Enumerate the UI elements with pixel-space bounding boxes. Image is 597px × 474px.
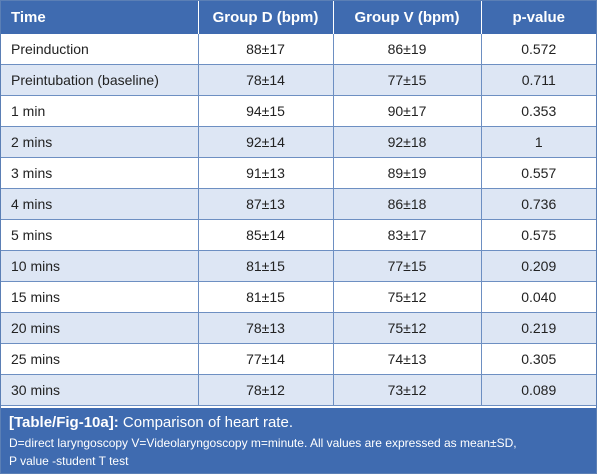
group-d-cell: 91±13 <box>198 157 334 189</box>
time-cell: 25 mins <box>1 343 199 375</box>
p-value-cell: 0.575 <box>481 219 596 251</box>
group-d-cell: 78±12 <box>198 374 334 406</box>
caption-ref: [Table/Fig-10a]: <box>9 414 119 431</box>
group-d-cell: 92±14 <box>198 126 334 158</box>
group-d-cell: 87±13 <box>198 188 334 220</box>
time-cell: 30 mins <box>1 374 199 406</box>
group-v-cell: 77±15 <box>333 64 482 96</box>
time-cell: 15 mins <box>1 281 199 313</box>
time-cell: Preinduction <box>1 34 199 65</box>
table-row: 2 mins 92±14 92±18 1 <box>1 126 596 158</box>
table-row: 25 mins 77±14 74±13 0.305 <box>1 343 596 375</box>
header-group-v: Group V (bpm) <box>333 1 482 34</box>
group-d-cell: 78±13 <box>198 312 334 344</box>
p-value-cell: 0.711 <box>481 64 596 96</box>
caption-note: D=direct laryngoscopy V=Videolaryngoscop… <box>9 434 588 470</box>
header-time: Time <box>1 1 199 34</box>
group-v-cell: 73±12 <box>333 374 482 406</box>
table-header-row: Time Group D (bpm) Group V (bpm) p-value <box>1 1 596 34</box>
table-row: 4 mins 87±13 86±18 0.736 <box>1 188 596 220</box>
p-value-cell: 0.353 <box>481 95 596 127</box>
time-cell: 10 mins <box>1 250 199 282</box>
p-value-cell: 0.572 <box>481 34 596 65</box>
group-v-cell: 92±18 <box>333 126 482 158</box>
table-row: 30 mins 78±12 73±12 0.089 <box>1 374 596 406</box>
p-value-cell: 0.219 <box>481 312 596 344</box>
group-d-cell: 81±15 <box>198 281 334 313</box>
group-d-cell: 77±14 <box>198 343 334 375</box>
p-value-cell: 0.305 <box>481 343 596 375</box>
time-cell: 5 mins <box>1 219 199 251</box>
table-row: Preintubation (baseline) 78±14 77±15 0.7… <box>1 64 596 96</box>
p-value-cell: 0.209 <box>481 250 596 282</box>
group-d-cell: 88±17 <box>198 34 334 65</box>
time-cell: 3 mins <box>1 157 199 189</box>
group-v-cell: 86±19 <box>333 34 482 65</box>
p-value-cell: 0.040 <box>481 281 596 313</box>
table-row: 10 mins 81±15 77±15 0.209 <box>1 250 596 282</box>
table-row: 3 mins 91±13 89±19 0.557 <box>1 157 596 189</box>
group-v-cell: 90±17 <box>333 95 482 127</box>
table-row: 1 min 94±15 90±17 0.353 <box>1 95 596 127</box>
group-v-cell: 75±12 <box>333 312 482 344</box>
table-row: Preinduction 88±17 86±19 0.572 <box>1 34 596 65</box>
header-p-value: p-value <box>481 1 596 34</box>
time-cell: 20 mins <box>1 312 199 344</box>
group-v-cell: 83±17 <box>333 219 482 251</box>
group-v-cell: 86±18 <box>333 188 482 220</box>
group-v-cell: 89±19 <box>333 157 482 189</box>
group-d-cell: 81±15 <box>198 250 334 282</box>
group-d-cell: 78±14 <box>198 64 334 96</box>
time-cell: 4 mins <box>1 188 199 220</box>
header-group-d: Group D (bpm) <box>198 1 334 34</box>
table-row: 5 mins 85±14 83±17 0.575 <box>1 219 596 251</box>
group-v-cell: 74±13 <box>333 343 482 375</box>
time-cell: Preintubation (baseline) <box>1 64 199 96</box>
group-v-cell: 75±12 <box>333 281 482 313</box>
group-d-cell: 94±15 <box>198 95 334 127</box>
table-row: 15 mins 81±15 75±12 0.040 <box>1 281 596 313</box>
heart-rate-table: Time Group D (bpm) Group V (bpm) p-value… <box>1 1 596 406</box>
caption-title: [Table/Fig-10a]: Comparison of heart rat… <box>9 413 588 432</box>
table-caption: [Table/Fig-10a]: Comparison of heart rat… <box>1 408 596 473</box>
group-d-cell: 85±14 <box>198 219 334 251</box>
p-value-cell: 0.736 <box>481 188 596 220</box>
table-row: 20 mins 78±13 75±12 0.219 <box>1 312 596 344</box>
caption-note-line-1: D=direct laryngoscopy V=Videolaryngoscop… <box>9 436 517 450</box>
p-value-cell: 0.089 <box>481 374 596 406</box>
time-cell: 1 min <box>1 95 199 127</box>
p-value-cell: 0.557 <box>481 157 596 189</box>
caption-note-line-2: P value -student T test <box>9 454 129 468</box>
time-cell: 2 mins <box>1 126 199 158</box>
caption-title-text: Comparison of heart rate. <box>122 414 293 431</box>
p-value-cell: 1 <box>481 126 596 158</box>
group-v-cell: 77±15 <box>333 250 482 282</box>
